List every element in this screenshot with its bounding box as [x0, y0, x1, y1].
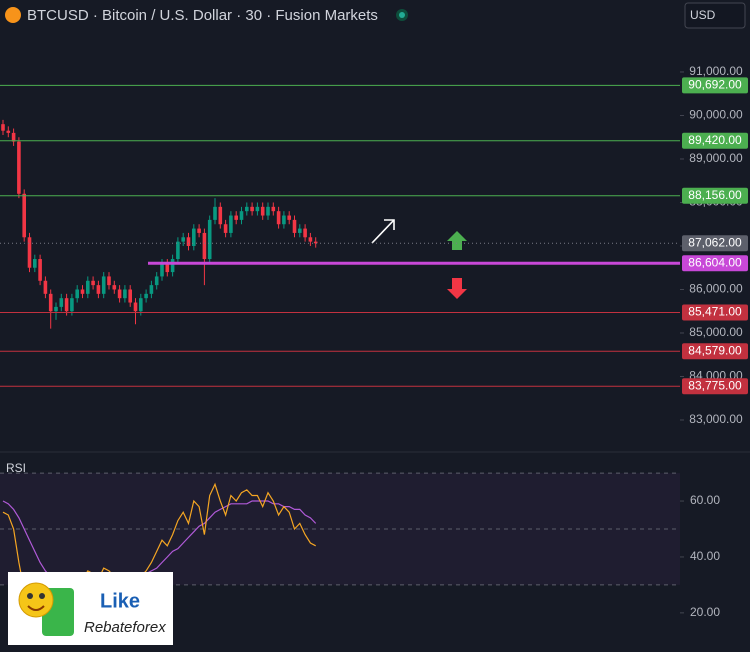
- up-arrow: [447, 231, 467, 250]
- candle-body: [207, 219, 212, 260]
- candle-body: [86, 280, 90, 294]
- coin-icon: [5, 7, 21, 23]
- last-price-label: 87,062.00: [688, 235, 742, 249]
- candle-body: [313, 241, 318, 244]
- candle-body: [229, 215, 233, 233]
- level-label: 88,156.00: [688, 188, 742, 202]
- candle-body: [271, 206, 276, 212]
- candle-body: [117, 289, 122, 299]
- candle-body: [48, 293, 53, 312]
- candle-body: [298, 228, 302, 233]
- down-arrow: [447, 278, 467, 299]
- y-tick-label: 86,000.00: [689, 282, 743, 296]
- candle-body: [260, 206, 265, 216]
- candle-body: [202, 232, 207, 260]
- candle-body: [75, 289, 79, 299]
- logo: Like Rebateforex: [8, 572, 173, 645]
- candle-body: [144, 293, 148, 299]
- candle-body: [197, 228, 201, 233]
- candle-body: [213, 206, 217, 220]
- candle-body: [165, 263, 170, 273]
- level-tag: [682, 187, 748, 204]
- y-tick-label: 90,000.00: [689, 108, 743, 122]
- candle-body: [276, 211, 281, 225]
- level-label: 90,692.00: [688, 78, 742, 92]
- y-tick-label: 89,000.00: [689, 151, 743, 165]
- candle-body: [160, 263, 164, 277]
- candle-body: [91, 280, 95, 286]
- candle-body: [149, 285, 154, 294]
- level-tag: [682, 255, 748, 272]
- chart-title: BTCUSD · Bitcoin / U.S. Dollar · 30 · Fu…: [27, 7, 378, 24]
- y-tick-label: 60.00: [690, 493, 720, 507]
- candle-body: [17, 141, 21, 194]
- trend-arrow: [371, 219, 395, 244]
- candle-body: [11, 132, 16, 142]
- status-dot: [399, 12, 405, 18]
- candle-body: [181, 237, 185, 242]
- level-label: 83,775.00: [688, 378, 742, 392]
- y-tick-label: 83,000.00: [689, 412, 743, 426]
- candle-body: [308, 237, 313, 242]
- y-tick-label: 40.00: [690, 549, 720, 563]
- level-label: 89,420.00: [688, 133, 742, 147]
- candle-body: [43, 280, 48, 294]
- candle-body: [287, 215, 291, 220]
- candle-body: [22, 193, 26, 238]
- level-label: 85,471.00: [688, 305, 742, 319]
- candle-body: [80, 289, 85, 294]
- level-tag: [682, 77, 748, 94]
- candle-body: [128, 289, 132, 303]
- pane-title: RSI: [6, 461, 26, 475]
- candle-body: [27, 237, 32, 268]
- level-tag: [682, 378, 748, 395]
- candle-body: [133, 302, 138, 312]
- candle-body: [292, 219, 297, 233]
- candle-body: [266, 206, 270, 216]
- candle-body: [170, 259, 175, 273]
- candle-body: [64, 298, 69, 312]
- candle-body: [107, 276, 111, 286]
- candle-body: [139, 298, 143, 312]
- candle-body: [70, 298, 74, 312]
- candle-body: [54, 306, 58, 312]
- candle-body: [1, 124, 5, 131]
- candle-body: [154, 276, 159, 286]
- level-tag: [682, 343, 748, 360]
- currency[interactable]: USD: [690, 8, 716, 22]
- last-price-tag: [682, 235, 748, 252]
- candle-body: [101, 276, 106, 294]
- candle-body: [282, 215, 286, 225]
- candle-body: [218, 206, 223, 225]
- level-label: 86,604.00: [688, 255, 742, 269]
- candle-body: [239, 211, 244, 220]
- svg-text:Like: Like: [100, 590, 140, 612]
- candle-body: [255, 206, 260, 212]
- candle-body: [38, 259, 42, 281]
- candle-body: [176, 241, 180, 260]
- y-tick-label: 20.00: [690, 605, 720, 619]
- candle-body: [6, 130, 11, 133]
- candle-body: [59, 298, 64, 307]
- svg-text:Rebateforex: Rebateforex: [84, 619, 166, 636]
- y-tick-label: 85,000.00: [689, 325, 743, 339]
- candle-body: [112, 285, 117, 290]
- candle-body: [33, 259, 37, 268]
- candle-body: [245, 206, 249, 212]
- currency-button[interactable]: [684, 2, 746, 29]
- y-tick-label: 91,000.00: [689, 64, 743, 78]
- candle-body: [123, 289, 127, 299]
- level-label: 84,579.00: [688, 343, 742, 357]
- candle-body: [192, 228, 196, 246]
- candle-body: [223, 224, 228, 233]
- candle-body: [303, 228, 307, 238]
- candle-body: [250, 206, 254, 212]
- candle-body: [234, 215, 238, 220]
- candle-body: [186, 237, 191, 246]
- level-tag: [682, 304, 748, 321]
- level-tag: [682, 132, 748, 149]
- candle-body: [96, 285, 101, 294]
